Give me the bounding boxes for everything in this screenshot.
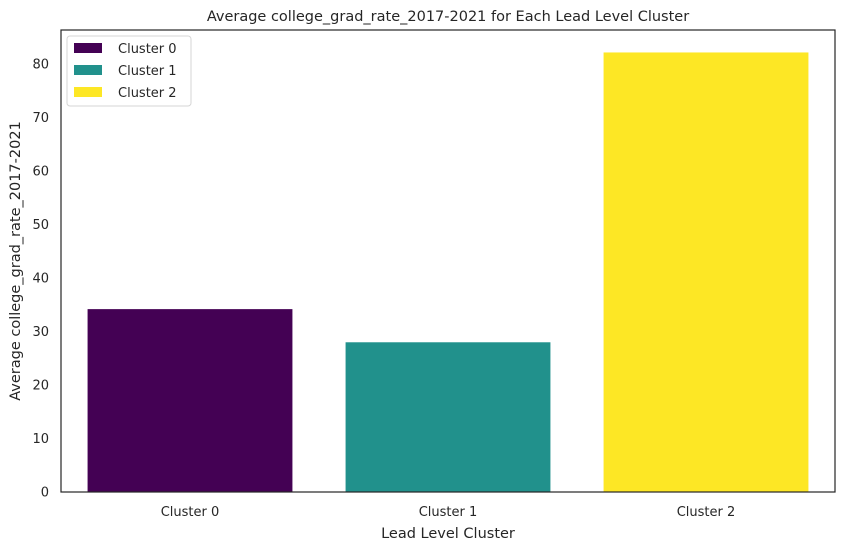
legend-label: Cluster 2 [118, 86, 177, 101]
y-tick-label: 60 [32, 165, 49, 180]
chart-title: Average college_grad_rate_2017-2021 for … [207, 9, 689, 25]
bar-cluster-2 [603, 52, 809, 492]
bar-cluster-0 [87, 309, 293, 492]
y-tick-label: 40 [32, 272, 49, 287]
legend-swatch [74, 65, 102, 75]
y-tick-label: 0 [41, 486, 49, 501]
bar-cluster-1 [345, 342, 551, 492]
y-tick-label: 20 [32, 379, 49, 394]
y-tick-label: 50 [32, 218, 49, 233]
x-tick-label: Cluster 2 [677, 505, 736, 520]
legend-label: Cluster 1 [118, 64, 177, 79]
x-tick-label: Cluster 1 [419, 505, 478, 520]
x-axis-ticks: Cluster 0 Cluster 1 Cluster 2 [161, 505, 736, 520]
x-axis-label: Lead Level Cluster [381, 526, 515, 542]
plot-frame [60, 29, 836, 493]
y-axis-ticks: 0 10 20 30 40 50 60 70 80 [32, 58, 49, 501]
y-tick-label: 10 [32, 432, 49, 447]
y-tick-label: 80 [32, 58, 49, 73]
legend-swatch [74, 87, 102, 97]
legend: Cluster 0 Cluster 1 Cluster 2 [66, 35, 192, 107]
bars-group [87, 52, 809, 492]
legend-swatch [74, 43, 102, 53]
y-tick-label: 30 [32, 325, 49, 340]
y-tick-label: 70 [32, 111, 49, 126]
y-axis-label: Average college_grad_rate_2017-2021 [8, 121, 24, 401]
x-tick-label: Cluster 0 [161, 505, 220, 520]
legend-label: Cluster 0 [118, 42, 177, 57]
